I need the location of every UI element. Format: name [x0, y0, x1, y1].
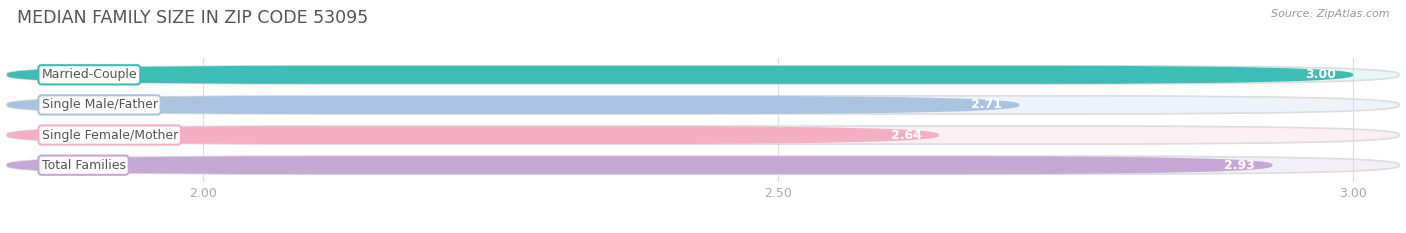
FancyBboxPatch shape [7, 126, 1399, 144]
Text: 2.71: 2.71 [972, 98, 1002, 111]
FancyBboxPatch shape [7, 96, 1019, 114]
FancyBboxPatch shape [7, 66, 1399, 84]
FancyBboxPatch shape [7, 96, 1399, 114]
Text: Total Families: Total Families [42, 159, 125, 172]
Text: Single Male/Father: Single Male/Father [42, 98, 157, 111]
FancyBboxPatch shape [7, 156, 1272, 174]
FancyBboxPatch shape [7, 156, 1399, 174]
Text: Single Female/Mother: Single Female/Mother [42, 129, 177, 142]
Text: 2.93: 2.93 [1225, 159, 1256, 172]
Text: MEDIAN FAMILY SIZE IN ZIP CODE 53095: MEDIAN FAMILY SIZE IN ZIP CODE 53095 [17, 9, 368, 27]
Text: Married-Couple: Married-Couple [42, 68, 138, 81]
FancyBboxPatch shape [7, 66, 1353, 84]
FancyBboxPatch shape [7, 126, 939, 144]
Text: 2.64: 2.64 [890, 129, 921, 142]
Text: 3.00: 3.00 [1305, 68, 1336, 81]
Text: Source: ZipAtlas.com: Source: ZipAtlas.com [1271, 9, 1389, 19]
